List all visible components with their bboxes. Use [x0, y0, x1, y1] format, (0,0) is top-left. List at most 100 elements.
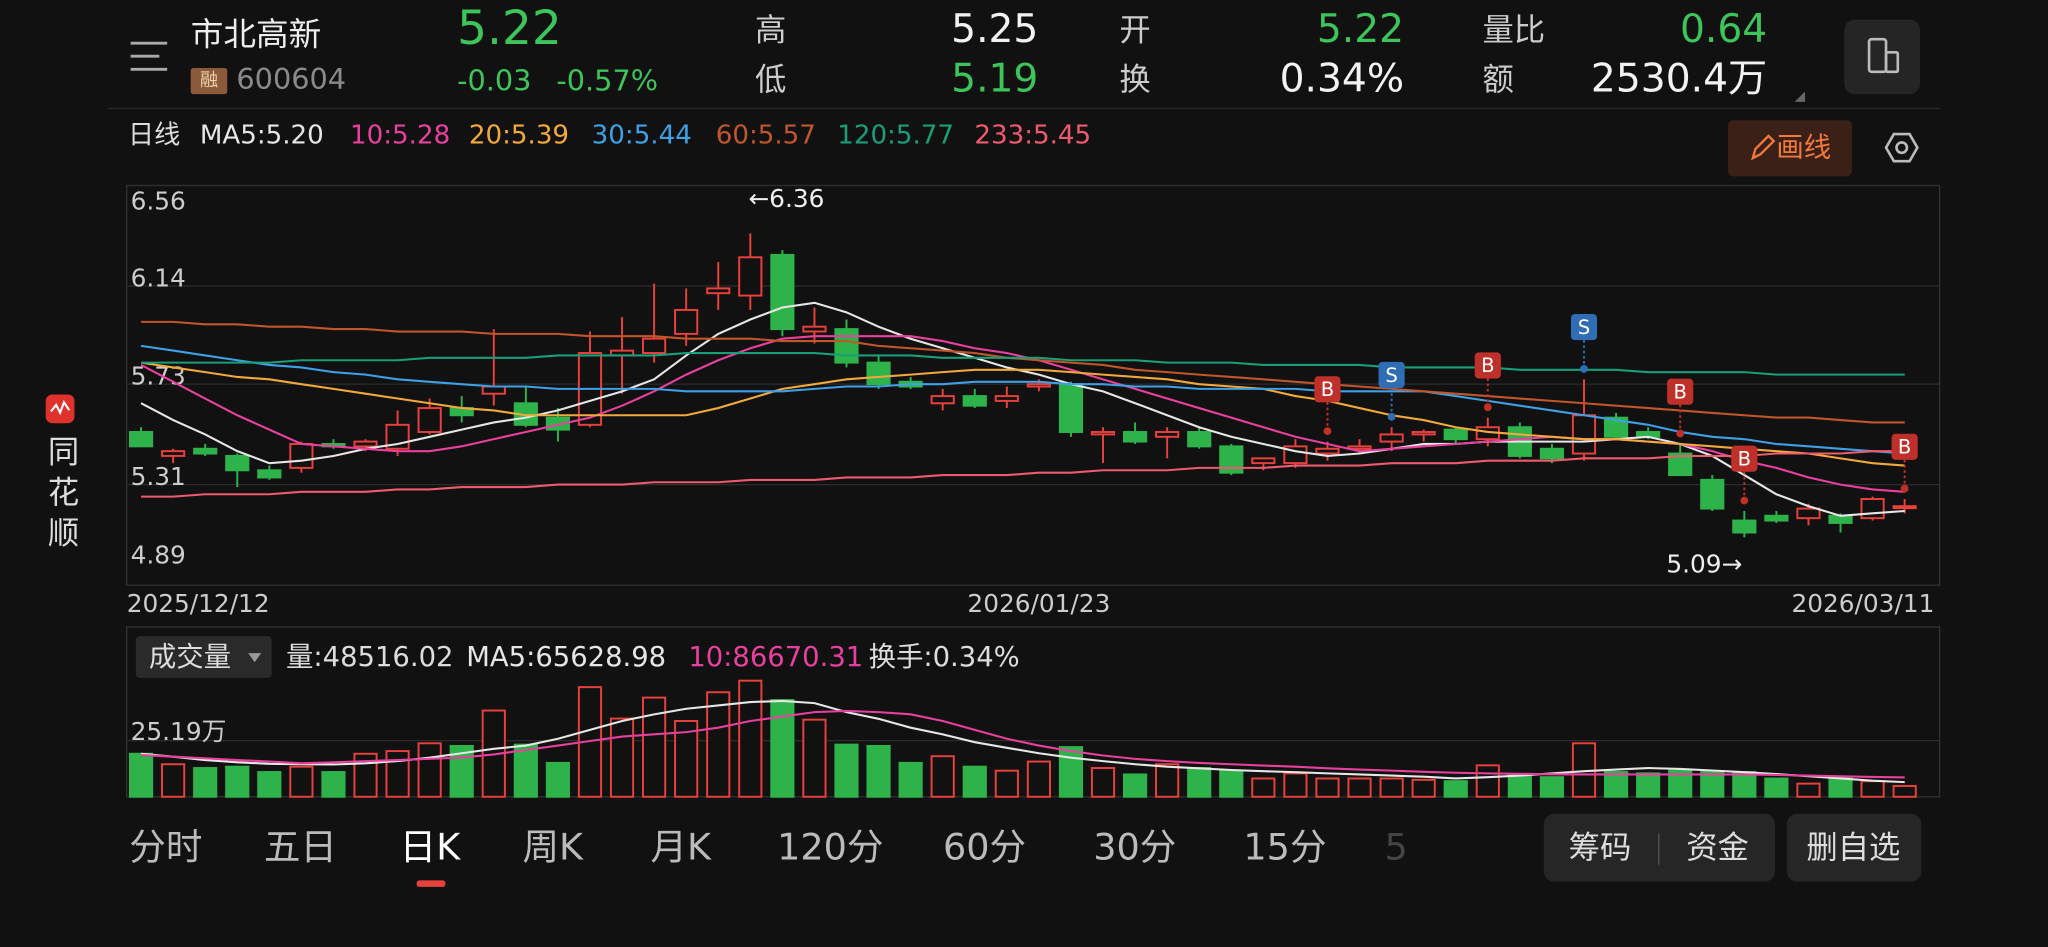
period-tab[interactable]: 120分	[777, 826, 883, 869]
candle-body	[1796, 507, 1821, 520]
stat-value: 0.64	[1680, 7, 1767, 52]
volume-title[interactable]: 成交量	[149, 642, 231, 673]
x-tick-label: 2025/12/12	[127, 589, 270, 618]
period-tab[interactable]: 五日	[264, 826, 337, 869]
volume-bar	[193, 767, 218, 798]
period-tab[interactable]: 日K	[400, 826, 462, 869]
volume-bar	[834, 743, 859, 798]
signal-badge	[1667, 378, 1694, 405]
candle-body	[1155, 431, 1180, 438]
low-annotation: 5.09→	[1666, 550, 1742, 579]
volume-bar	[1507, 773, 1532, 798]
candle-body	[1443, 428, 1468, 441]
button-bg	[1786, 813, 1922, 882]
device-icon	[1867, 37, 1900, 74]
badge-bg	[190, 67, 228, 95]
volume-bar	[802, 718, 827, 798]
volume-turnover: 换手:0.34%	[869, 642, 1020, 673]
volume-bar	[1283, 772, 1308, 798]
volume-bar	[321, 771, 346, 798]
volume-bar	[513, 743, 538, 798]
stat-label: 开	[1119, 12, 1150, 48]
candle-body	[674, 308, 699, 335]
stat-value: 2530.4万	[1591, 57, 1767, 102]
candle-body	[225, 454, 250, 472]
signal-badge	[1570, 314, 1598, 341]
candle-body	[1668, 452, 1693, 477]
signal-label: B	[1898, 436, 1911, 459]
volume-bar	[1828, 776, 1853, 798]
volume-info: 量:48516.02	[286, 642, 453, 673]
y-tick-label: 5.73	[131, 362, 186, 391]
candle-body	[738, 256, 763, 297]
candle-body	[1379, 433, 1404, 443]
candle-body	[161, 450, 186, 457]
volume-bar	[1411, 778, 1436, 798]
candle-body	[1539, 447, 1565, 460]
price: 5.22	[457, 1, 562, 56]
volume-bar	[257, 771, 282, 798]
candle-body	[193, 447, 218, 455]
candle-body	[289, 442, 314, 469]
candle-body	[1732, 519, 1757, 534]
x-tick-label: 2026/03/11	[1791, 589, 1934, 618]
period-tab[interactable]: 60分	[943, 826, 1026, 869]
candle-body	[1411, 431, 1436, 436]
volume-bar	[962, 765, 987, 798]
signal-label: B	[1673, 381, 1686, 404]
volume-bar	[385, 750, 410, 798]
volume-bar	[642, 696, 667, 798]
draw-button[interactable]	[1728, 120, 1853, 177]
volume-bar	[1668, 769, 1693, 798]
volume-bar	[1764, 777, 1789, 798]
stat-value: 5.25	[951, 7, 1038, 52]
volume-bar	[1315, 777, 1340, 798]
y-tick-label: 6.56	[131, 186, 186, 215]
candle-body	[1571, 414, 1597, 455]
candle-body	[802, 325, 827, 333]
signal-badge	[1731, 445, 1758, 472]
x-tick-label: 2026/01/23	[967, 589, 1110, 618]
ma-line	[141, 352, 1905, 376]
signal-dot	[1676, 429, 1685, 438]
legend-entry: 20:5.39	[469, 120, 569, 150]
candle-body	[545, 416, 570, 431]
legend-entry: MA5:65628.98	[466, 642, 666, 673]
volume-bar	[1860, 780, 1885, 798]
candle-body	[834, 328, 859, 364]
volume-bar	[1379, 777, 1404, 798]
action-button[interactable]: 删自选	[1806, 830, 1900, 866]
candle-body	[1026, 383, 1051, 388]
period-tab[interactable]: 周K	[522, 826, 584, 869]
signal-label: B	[1481, 354, 1494, 377]
candle-body	[866, 361, 891, 386]
volume-selector[interactable]	[135, 636, 272, 678]
action-button[interactable]: 资金	[1686, 830, 1749, 866]
volume-bar	[609, 717, 635, 798]
settings-icon[interactable]	[1884, 132, 1919, 163]
volume-bar	[1443, 780, 1468, 798]
stat-label: 额	[1482, 62, 1513, 98]
legend-entry: 233:5.45	[974, 120, 1091, 150]
candle-body	[353, 440, 378, 448]
period-tab[interactable]: 15分	[1243, 826, 1326, 869]
menu-icon[interactable]	[130, 41, 168, 71]
dropdown-arrow	[248, 653, 262, 663]
y-tick-label: 6.14	[131, 263, 186, 292]
badge: 融	[200, 70, 218, 91]
device-button[interactable]	[1844, 19, 1920, 95]
candle-body	[642, 337, 667, 355]
period-tab[interactable]: 30分	[1093, 826, 1176, 869]
ma-line	[140, 344, 1905, 455]
period-tab[interactable]: 月K	[650, 826, 712, 869]
stat-value: 5.19	[951, 57, 1038, 102]
legend-entry: 30:5.44	[592, 120, 692, 150]
legend-entry: MA5:5.20	[200, 120, 324, 150]
volume-bar	[1603, 771, 1629, 798]
period-tab[interactable]: 分时	[129, 826, 202, 869]
period-tab[interactable]: 5	[1384, 826, 1407, 869]
draw-button-label[interactable]: 画线	[1776, 132, 1831, 163]
action-button[interactable]: 筹码	[1569, 830, 1632, 866]
high-annotation: ←6.36	[748, 184, 824, 213]
